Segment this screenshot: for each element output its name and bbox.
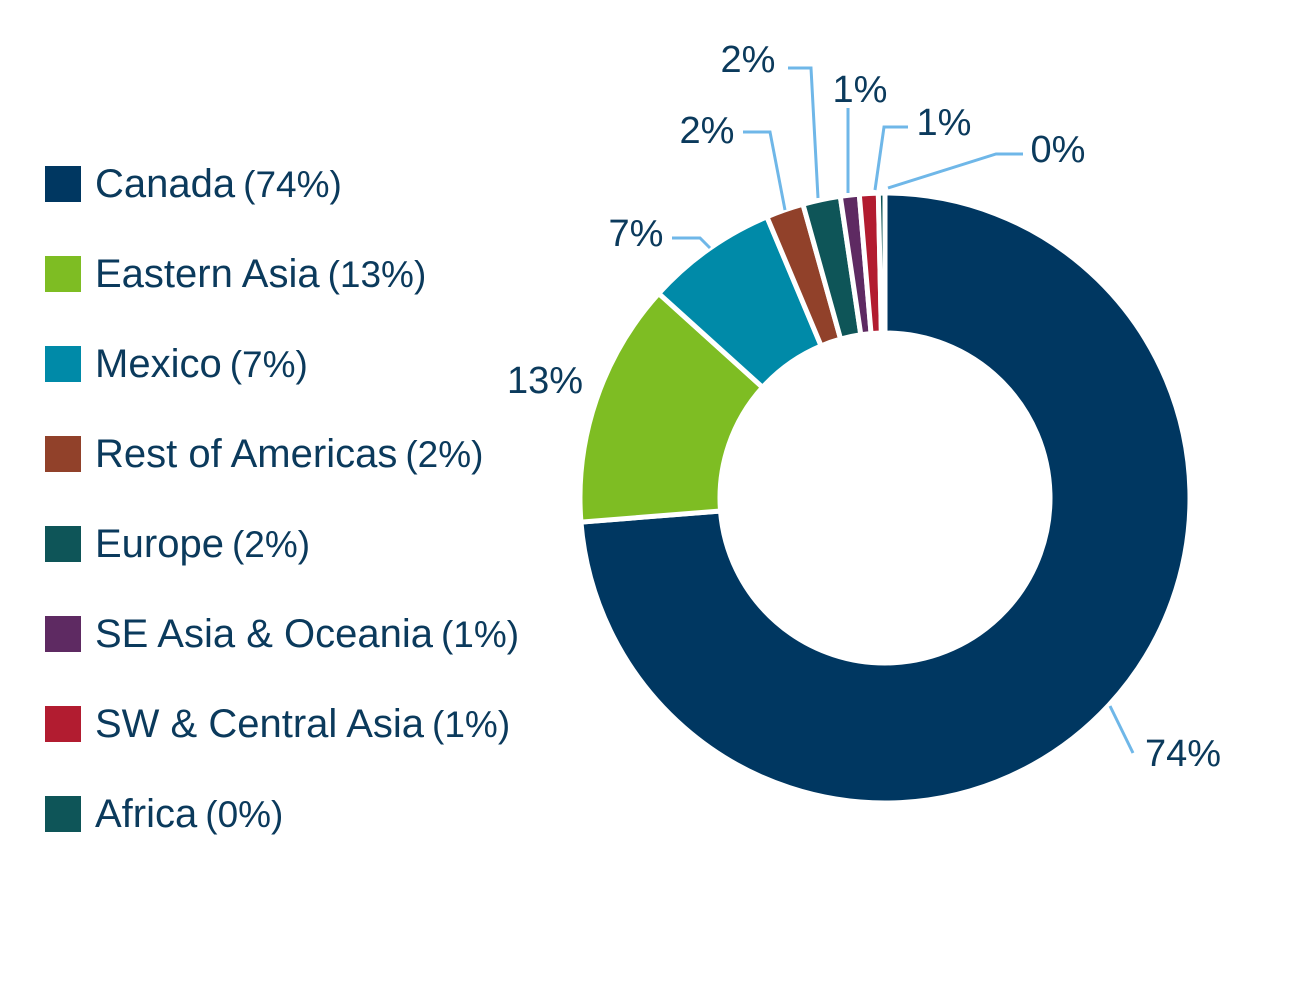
legend-label: SW & Central Asia (1%) [95,700,510,749]
legend-item: Europe (2%) [45,520,565,610]
legend-swatch [45,526,81,562]
leader-line [743,130,787,211]
slice-eastern-asia [577,289,767,525]
data-label: 2% [721,39,776,81]
legend-item: Africa (0%) [45,790,565,880]
legend-label: SE Asia & Oceania (1%) [95,610,519,659]
legend-swatch [45,166,81,202]
legend-item: Canada (74%) [45,160,565,250]
leader-line [873,125,908,191]
legend-category: Africa [95,792,198,836]
legend-label: Canada (74%) [95,160,342,209]
legend-category: SE Asia & Oceania [95,612,433,656]
legend-category: Europe [95,522,224,566]
legend-label: Africa (0%) [95,790,283,839]
legend-percentage: (2%) [405,434,484,475]
legend-label: Mexico (7%) [95,340,308,389]
legend-category: Rest of Americas [95,432,398,476]
slice-canada [578,190,1193,806]
data-label: 2% [680,110,735,152]
legend-percentage: (13%) [327,254,427,295]
slice-africa [875,190,888,336]
legend-swatch [45,796,81,832]
leader-line [672,236,712,250]
legend-category: SW & Central Asia [95,702,425,746]
data-label: 7% [609,213,664,255]
legend-swatch [45,706,81,742]
legend-percentage: (1%) [440,614,520,655]
legend-label: Europe (2%) [95,520,310,569]
chart-legend: Canada (74%) Eastern Asia (13%) Mexico (7%) Re… [45,160,565,880]
legend-percentage: (1%) [432,704,511,745]
legend-item: Eastern Asia (13%) [45,250,565,340]
legend-category: Mexico [95,342,222,386]
legend-label: Rest of Americas (2%) [95,430,483,479]
legend-item: Mexico (7%) [45,340,565,430]
legend-category: Canada [95,162,236,206]
legend-percentage: (7%) [229,344,308,385]
legend-percentage: (0%) [205,794,284,835]
data-label: 1% [833,69,888,111]
data-label: 13% [507,360,583,402]
legend-swatch [45,616,81,652]
legend-percentage: (2%) [231,524,311,565]
legend-swatch [45,436,81,472]
legend-item: SE Asia & Oceania (1%) [45,610,565,700]
legend-swatch [45,346,81,382]
data-label: 0% [1031,129,1086,171]
legend-label: Eastern Asia (13%) [95,250,426,299]
data-label: 74% [1145,733,1221,775]
legend-item: SW & Central Asia (1%) [45,700,565,790]
legend-swatch [45,256,81,292]
leader-line [887,152,1023,190]
legend-category: Eastern Asia [95,252,320,296]
legend-item: Rest of Americas (2%) [45,430,565,520]
data-label: 1% [917,102,972,144]
leader-line [1108,705,1135,754]
legend-percentage: (74%) [243,164,342,205]
leader-line [788,66,820,199]
